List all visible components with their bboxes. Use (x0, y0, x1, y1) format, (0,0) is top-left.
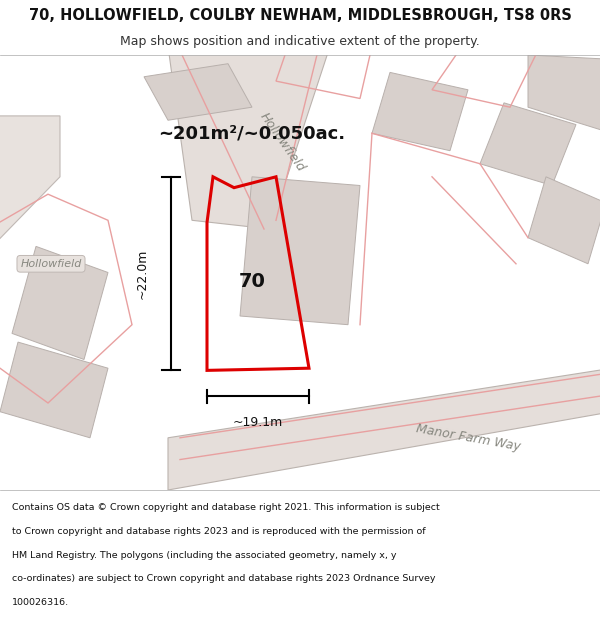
Polygon shape (528, 177, 600, 264)
Text: 100026316.: 100026316. (12, 598, 69, 607)
Polygon shape (480, 103, 576, 186)
Polygon shape (168, 368, 600, 490)
Text: co-ordinates) are subject to Crown copyright and database rights 2023 Ordnance S: co-ordinates) are subject to Crown copyr… (12, 574, 436, 583)
Polygon shape (528, 55, 600, 133)
Polygon shape (240, 177, 360, 325)
Polygon shape (144, 64, 252, 120)
Text: HM Land Registry. The polygons (including the associated geometry, namely x, y: HM Land Registry. The polygons (includin… (12, 551, 397, 560)
Text: 70: 70 (239, 272, 265, 291)
Text: 70, HOLLOWFIELD, COULBY NEWHAM, MIDDLESBROUGH, TS8 0RS: 70, HOLLOWFIELD, COULBY NEWHAM, MIDDLESB… (29, 8, 571, 23)
Text: Contains OS data © Crown copyright and database right 2021. This information is : Contains OS data © Crown copyright and d… (12, 504, 440, 512)
Text: ~19.1m: ~19.1m (233, 416, 283, 429)
Polygon shape (0, 116, 60, 251)
Text: Hollowfield: Hollowfield (257, 110, 307, 174)
Text: Map shows position and indicative extent of the property.: Map shows position and indicative extent… (120, 35, 480, 48)
Polygon shape (0, 342, 108, 437)
Text: to Crown copyright and database rights 2023 and is reproduced with the permissio: to Crown copyright and database rights 2… (12, 527, 425, 536)
Text: ~22.0m: ~22.0m (136, 248, 149, 299)
Polygon shape (372, 72, 468, 151)
Polygon shape (168, 46, 330, 229)
Text: ~201m²/~0.050ac.: ~201m²/~0.050ac. (158, 124, 346, 142)
Polygon shape (12, 246, 108, 359)
Text: Manor Farm Way: Manor Farm Way (415, 422, 521, 453)
Text: Hollowfield: Hollowfield (20, 259, 82, 269)
